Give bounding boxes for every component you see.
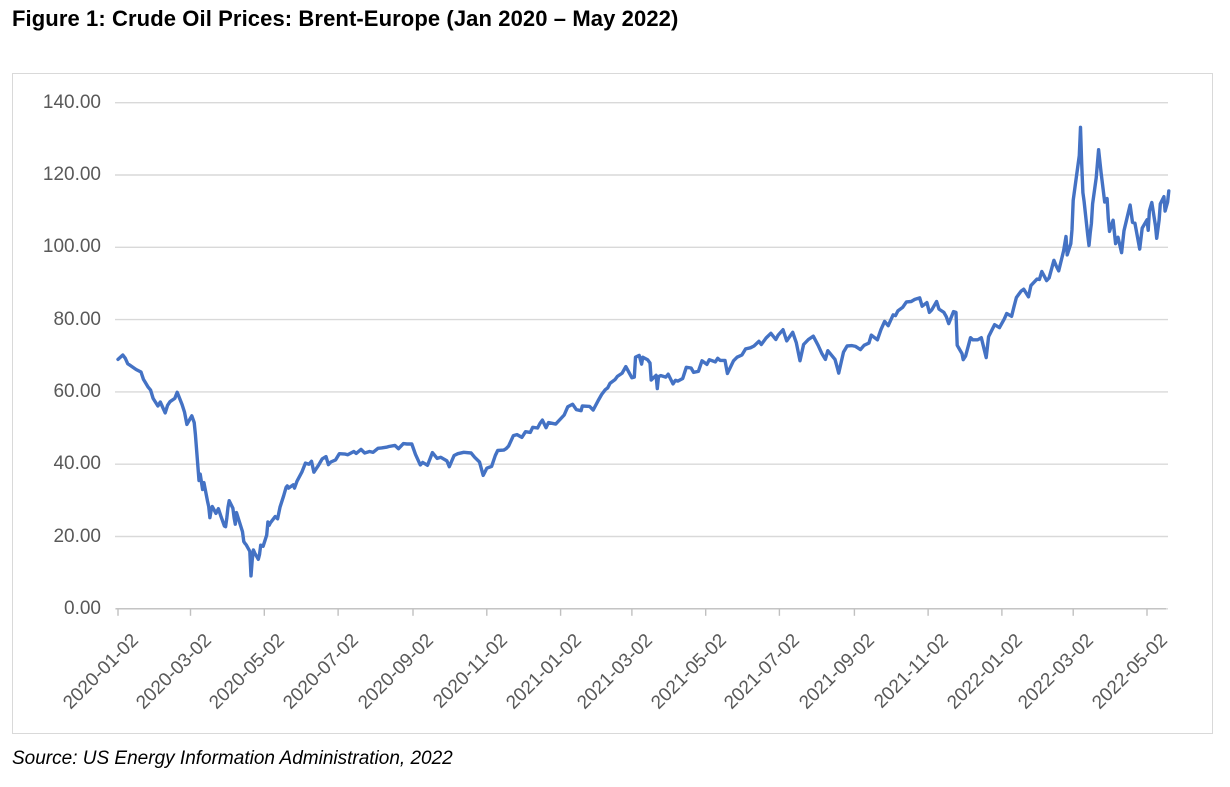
- y-axis-tick-label: 20.00: [53, 525, 101, 547]
- brent-price-line: [116, 125, 1171, 578]
- figure-title: Figure 1: Crude Oil Prices: Brent-Europe…: [12, 6, 679, 31]
- chart-frame: 0.00 20.00 40.00 60.00 80.00 100.00 120.00 140.…: [12, 73, 1213, 734]
- y-axis-tick-label: 120.00: [42, 164, 101, 185]
- source-note: Source: US Energy Information Administra…: [12, 748, 453, 769]
- plot-area: [115, 102, 1171, 616]
- y-axis-tick-label: 100.00: [42, 236, 101, 258]
- y-axis-tick-label: 40.00: [53, 453, 101, 475]
- y-axis-tick-label: 0.00: [64, 597, 101, 619]
- y-axis-tick-label: 140.00: [42, 91, 101, 113]
- y-axis-tick-label: 60.00: [53, 380, 101, 402]
- y-axis-tick-label: 80.00: [53, 308, 101, 330]
